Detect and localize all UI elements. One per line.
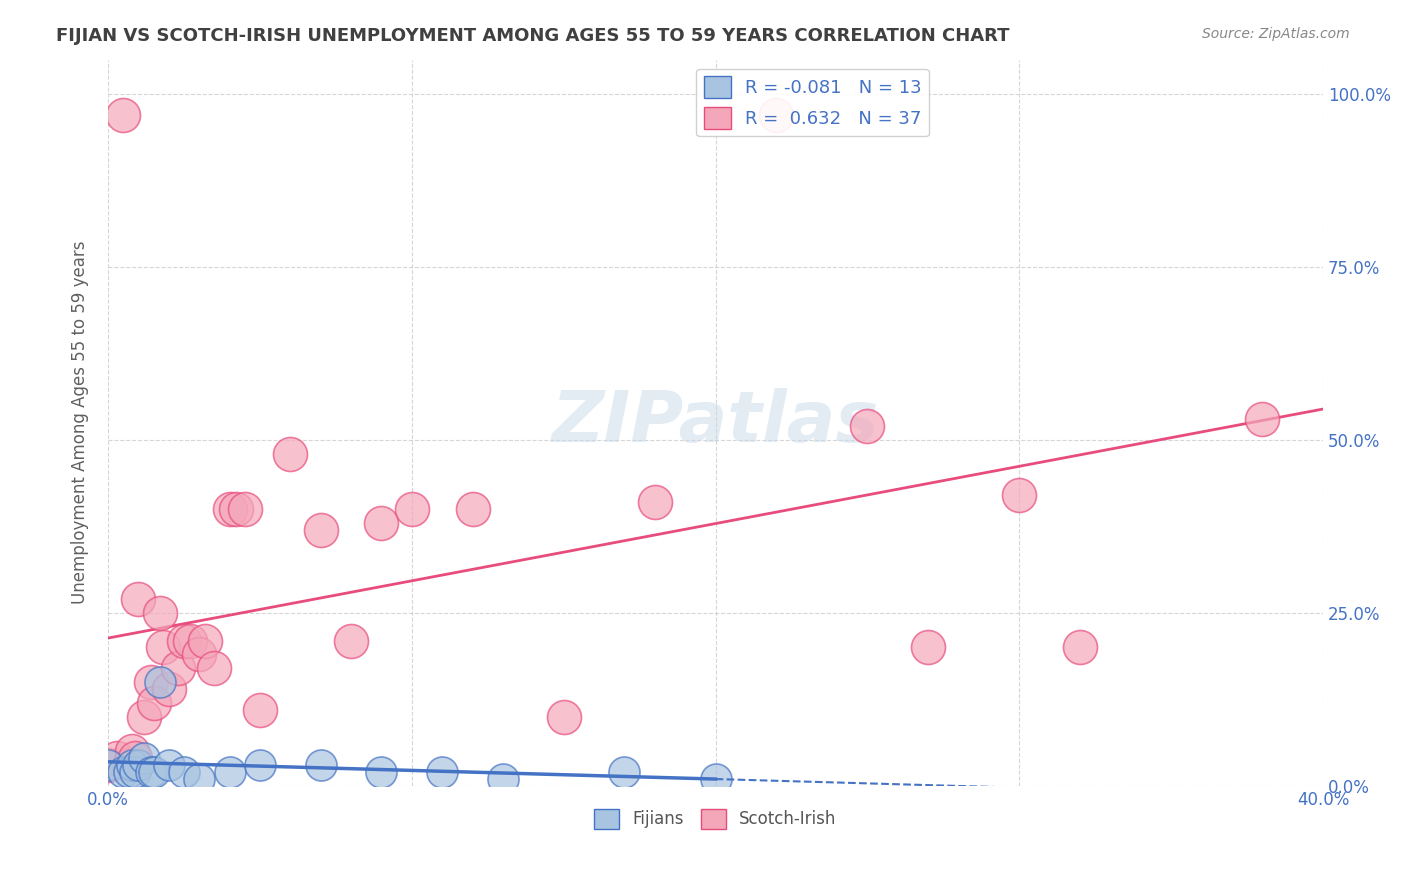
Point [370, 516, 392, 530]
Point [309, 758, 332, 772]
Point [225, 502, 247, 516]
Point [124, 751, 146, 765]
Point [644, 495, 666, 509]
Point [1251, 412, 1274, 426]
Point [1008, 488, 1031, 502]
Point [202, 661, 225, 675]
Point [157, 681, 180, 696]
Point [218, 502, 240, 516]
Point [157, 758, 180, 772]
Point [188, 772, 211, 786]
Point [118, 764, 141, 779]
Point [430, 764, 453, 779]
Point [461, 502, 484, 516]
Y-axis label: Unemployment Among Ages 55 to 59 years: Unemployment Among Ages 55 to 59 years [72, 241, 89, 605]
Point [127, 758, 149, 772]
Point [118, 758, 141, 772]
Point [127, 592, 149, 607]
Point [194, 633, 217, 648]
Point [704, 772, 727, 786]
Point [105, 751, 128, 765]
Point [152, 640, 174, 655]
Point [173, 633, 195, 648]
Point [121, 744, 143, 758]
Point [765, 108, 787, 122]
Point [134, 751, 156, 765]
Point [142, 696, 165, 710]
Point [97, 758, 120, 772]
Point [249, 758, 271, 772]
Point [124, 764, 146, 779]
Point [856, 419, 879, 434]
Point [401, 502, 423, 516]
Point [173, 764, 195, 779]
Point [309, 523, 332, 537]
Point [134, 709, 156, 723]
Point [139, 675, 162, 690]
Point [97, 758, 120, 772]
Point [112, 764, 135, 779]
Point [142, 764, 165, 779]
Point [370, 764, 392, 779]
Point [121, 758, 143, 772]
Point [112, 108, 135, 122]
Point [179, 633, 201, 648]
Text: ZIPatlas: ZIPatlas [553, 388, 879, 458]
Point [340, 633, 363, 648]
Point [917, 640, 939, 655]
Point [188, 648, 211, 662]
Text: FIJIAN VS SCOTCH-IRISH UNEMPLOYMENT AMONG AGES 55 TO 59 YEARS CORRELATION CHART: FIJIAN VS SCOTCH-IRISH UNEMPLOYMENT AMON… [56, 27, 1010, 45]
Point [139, 764, 162, 779]
Point [167, 661, 190, 675]
Point [149, 606, 172, 620]
Point [278, 447, 301, 461]
Text: Source: ZipAtlas.com: Source: ZipAtlas.com [1202, 27, 1350, 41]
Point [218, 764, 240, 779]
Point [149, 675, 172, 690]
Point [553, 709, 575, 723]
Point [233, 502, 256, 516]
Point [1069, 640, 1091, 655]
Legend: Fijians, Scotch-Irish: Fijians, Scotch-Irish [588, 802, 844, 836]
Point [613, 764, 636, 779]
Point [249, 703, 271, 717]
Point [492, 772, 515, 786]
